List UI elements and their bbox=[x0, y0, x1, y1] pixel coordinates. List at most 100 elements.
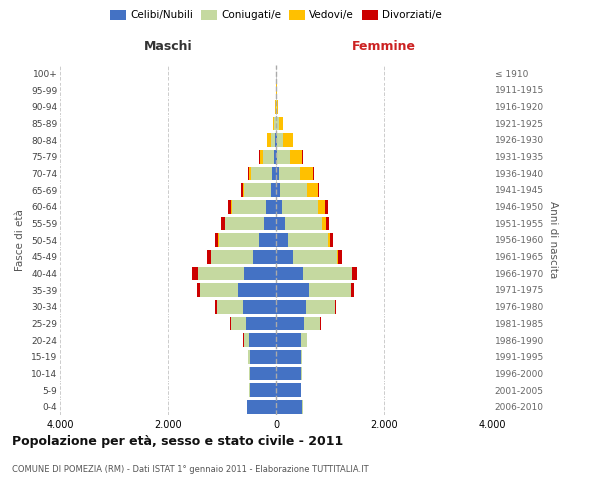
Bar bbox=[217, 300, 242, 314]
Bar bbox=[276, 150, 277, 164]
Bar bbox=[206, 250, 211, 264]
Bar bbox=[276, 316, 304, 330]
Bar bbox=[325, 200, 328, 213]
Bar bbox=[276, 250, 293, 264]
Bar bbox=[288, 233, 328, 247]
Bar bbox=[250, 350, 276, 364]
Bar bbox=[276, 200, 283, 213]
Bar bbox=[271, 183, 276, 197]
Bar bbox=[277, 150, 290, 164]
Bar bbox=[273, 116, 274, 130]
Bar bbox=[338, 250, 342, 264]
Text: Femmine: Femmine bbox=[352, 40, 416, 54]
Bar bbox=[248, 166, 249, 180]
Bar bbox=[259, 233, 276, 247]
Bar bbox=[241, 183, 242, 197]
Bar bbox=[271, 133, 275, 147]
Bar bbox=[215, 300, 217, 314]
Bar bbox=[337, 250, 338, 264]
Bar bbox=[211, 250, 253, 264]
Bar bbox=[301, 350, 302, 364]
Bar bbox=[278, 166, 301, 180]
Bar bbox=[244, 183, 271, 197]
Bar bbox=[197, 283, 200, 297]
Bar bbox=[335, 300, 336, 314]
Bar bbox=[301, 333, 307, 347]
Bar bbox=[249, 166, 251, 180]
Bar bbox=[303, 266, 352, 280]
Bar bbox=[290, 150, 302, 164]
Bar bbox=[246, 316, 276, 330]
Bar bbox=[350, 283, 355, 297]
Bar bbox=[227, 200, 230, 213]
Bar bbox=[283, 133, 293, 147]
Bar bbox=[263, 216, 276, 230]
Y-axis label: Anni di nascita: Anni di nascita bbox=[548, 202, 558, 278]
Bar bbox=[301, 166, 313, 180]
Bar bbox=[352, 266, 358, 280]
Bar bbox=[276, 266, 303, 280]
Bar bbox=[322, 216, 326, 230]
Bar bbox=[274, 116, 275, 130]
Bar bbox=[244, 266, 276, 280]
Bar bbox=[221, 216, 225, 230]
Bar bbox=[219, 233, 259, 247]
Bar bbox=[244, 333, 249, 347]
Bar bbox=[247, 400, 276, 413]
Bar bbox=[242, 300, 276, 314]
Bar bbox=[232, 200, 266, 213]
Bar bbox=[278, 116, 283, 130]
Bar bbox=[276, 400, 302, 413]
Text: Maschi: Maschi bbox=[143, 40, 193, 54]
Bar bbox=[304, 316, 320, 330]
Bar bbox=[276, 216, 284, 230]
Bar bbox=[230, 200, 232, 213]
Bar bbox=[313, 166, 314, 180]
Bar bbox=[326, 216, 329, 230]
Bar bbox=[260, 150, 263, 164]
Bar bbox=[276, 133, 277, 147]
Bar bbox=[253, 250, 276, 264]
Bar bbox=[280, 183, 307, 197]
Bar bbox=[276, 383, 301, 397]
Bar bbox=[238, 283, 276, 297]
Bar bbox=[275, 133, 276, 147]
Bar bbox=[330, 233, 333, 247]
Y-axis label: Fasce di età: Fasce di età bbox=[16, 209, 25, 271]
Bar bbox=[276, 283, 310, 297]
Text: COMUNE DI POMEZIA (RM) - Dati ISTAT 1° gennaio 2011 - Elaborazione TUTTITALIA.IT: COMUNE DI POMEZIA (RM) - Dati ISTAT 1° g… bbox=[12, 465, 368, 474]
Bar bbox=[276, 350, 301, 364]
Bar bbox=[277, 133, 283, 147]
Bar bbox=[249, 333, 276, 347]
Bar bbox=[230, 316, 246, 330]
Bar bbox=[284, 216, 322, 230]
Bar bbox=[248, 350, 250, 364]
Bar bbox=[276, 166, 278, 180]
Bar bbox=[318, 183, 319, 197]
Bar bbox=[306, 300, 335, 314]
Bar bbox=[200, 283, 238, 297]
Bar bbox=[310, 283, 350, 297]
Bar bbox=[277, 116, 278, 130]
Bar bbox=[198, 266, 244, 280]
Bar bbox=[328, 233, 330, 247]
Bar bbox=[250, 366, 276, 380]
Text: Popolazione per età, sesso e stato civile - 2011: Popolazione per età, sesso e stato civil… bbox=[12, 435, 343, 448]
Bar bbox=[307, 183, 318, 197]
Bar bbox=[276, 233, 288, 247]
Bar bbox=[225, 216, 263, 230]
Bar bbox=[276, 300, 306, 314]
Bar bbox=[251, 166, 272, 180]
Bar bbox=[283, 200, 318, 213]
Bar bbox=[277, 100, 278, 114]
Bar bbox=[276, 183, 280, 197]
Bar bbox=[266, 200, 276, 213]
Legend: Celibi/Nubili, Coniugati/e, Vedovi/e, Divorziati/e: Celibi/Nubili, Coniugati/e, Vedovi/e, Di… bbox=[110, 10, 442, 20]
Bar bbox=[318, 200, 325, 213]
Bar bbox=[293, 250, 337, 264]
Bar bbox=[268, 133, 271, 147]
Bar bbox=[215, 233, 218, 247]
Bar bbox=[276, 333, 301, 347]
Bar bbox=[263, 150, 274, 164]
Bar bbox=[250, 383, 276, 397]
